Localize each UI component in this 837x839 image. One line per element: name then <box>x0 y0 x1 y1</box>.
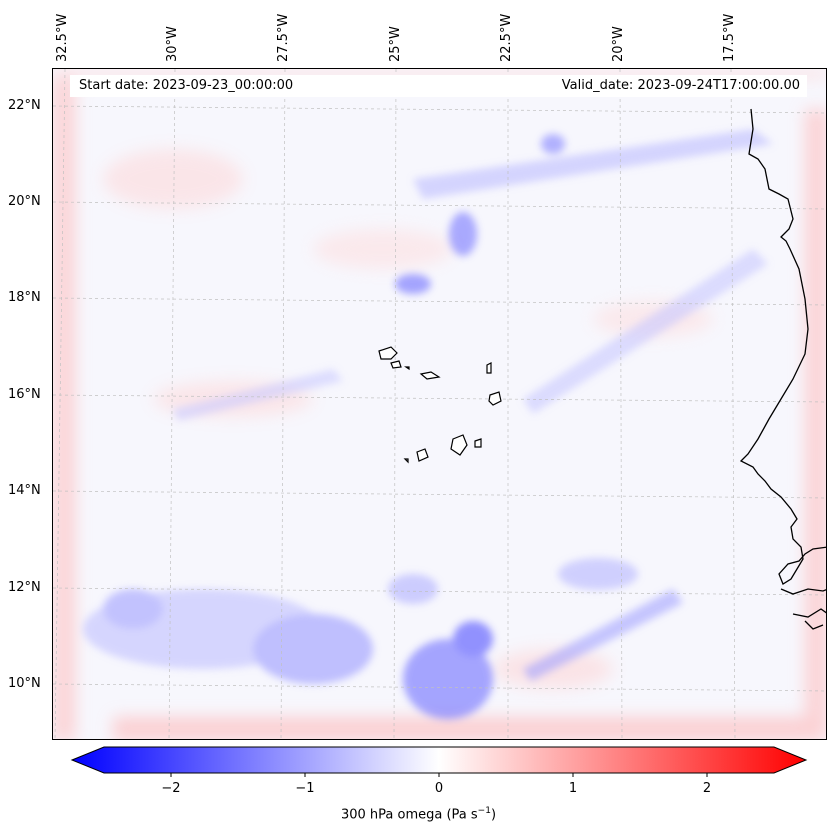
southern-ascent-cluster <box>83 574 493 719</box>
colorbar-tick-label: −2 <box>161 781 181 796</box>
lon-label: 22.5°W <box>499 13 514 62</box>
lon-label: 27.5°W <box>276 13 291 62</box>
graticule <box>53 69 826 739</box>
lon-label: 20°W <box>611 26 626 62</box>
colorbar-ticks <box>170 773 708 777</box>
start-date: Start date: 2023-09-23_00:00:00 <box>79 78 294 93</box>
boundary-updraft-band <box>53 69 826 739</box>
lon-label: 25°W <box>388 26 403 62</box>
omega-field <box>53 69 826 739</box>
colorbar-tick-label: 0 <box>434 781 444 796</box>
lat-label: 22°N <box>8 98 41 113</box>
lat-label: 10°N <box>8 676 41 691</box>
lat-label: 12°N <box>8 580 41 595</box>
colorbar-tick-label: −1 <box>295 781 315 796</box>
valid-date: Valid_date: 2023-09-24T17:00:00.00 <box>561 78 800 93</box>
cape-verde-islands <box>378 346 502 464</box>
header-strip <box>70 75 807 97</box>
colorbar-tick-label: 1 <box>568 781 578 796</box>
african-coastline <box>739 108 826 630</box>
ascent-bands <box>173 129 773 681</box>
lon-label: 17.5°W <box>722 13 737 62</box>
lat-label: 20°N <box>8 194 41 209</box>
lat-label: 16°N <box>8 387 41 402</box>
colorbar-gradient <box>70 746 808 774</box>
lat-label: 14°N <box>8 483 41 498</box>
omega-map <box>52 68 827 740</box>
lon-label: 30°W <box>165 26 180 62</box>
colorbar-label: 300 hPa omega (Pa s−1) <box>340 806 497 823</box>
colorbar-tick-label: 2 <box>702 781 712 796</box>
lat-label: 18°N <box>8 290 41 305</box>
lon-label: 32.5°W <box>55 13 70 62</box>
